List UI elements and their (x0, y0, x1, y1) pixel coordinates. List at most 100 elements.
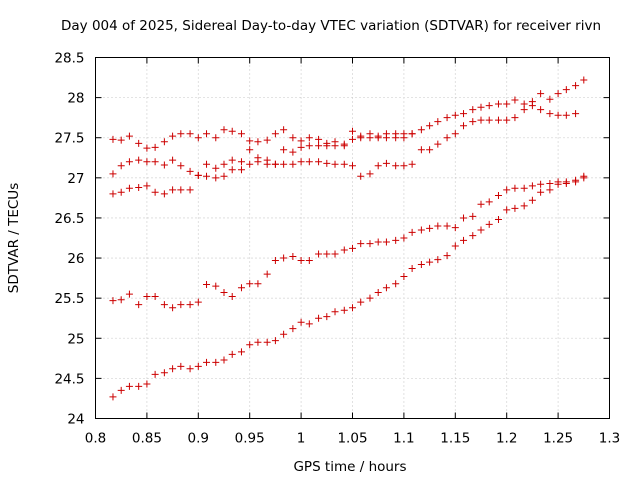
data-point (220, 126, 228, 134)
data-point (460, 236, 468, 244)
data-point (194, 134, 202, 142)
data-point (297, 143, 305, 151)
data-point (160, 190, 168, 198)
x-tick-label: 1.1 (393, 431, 414, 447)
data-point (315, 142, 323, 150)
data-point (212, 174, 220, 182)
data-point (109, 170, 117, 178)
data-point (357, 172, 365, 180)
data-point (349, 162, 356, 170)
data-point (503, 100, 511, 108)
x-tick-label: 1 (297, 431, 306, 447)
data-point (460, 214, 468, 222)
data-point (417, 146, 425, 154)
data-point (408, 160, 416, 168)
data-point (357, 240, 365, 248)
data-points (109, 76, 588, 401)
data-point (177, 186, 185, 194)
data-point (117, 136, 125, 144)
data-point (186, 365, 194, 373)
chart-title: Day 004 of 2025, Sidereal Day-to-day VTE… (61, 18, 601, 34)
y-tick-label: 24 (67, 412, 84, 428)
data-point (485, 102, 493, 110)
data-point (135, 139, 143, 147)
data-point (511, 96, 519, 104)
data-point (246, 280, 254, 288)
data-point (305, 320, 313, 328)
series-upper-band-a (109, 76, 588, 152)
data-point (460, 122, 468, 130)
data-point (177, 301, 185, 309)
data-point (169, 156, 177, 164)
data-point (280, 254, 288, 262)
x-tick-labels: 0.8 0.85 0.9 0.95 1 1.05 1.1 1.15 1.2 1.25 1.3 (85, 431, 620, 447)
data-point (125, 184, 133, 192)
data-point (323, 313, 331, 321)
data-point (237, 130, 245, 138)
data-point (280, 146, 288, 154)
x-tick-label: 0.8 (85, 431, 106, 447)
data-point (177, 130, 185, 138)
data-point (280, 160, 288, 168)
data-point (271, 337, 279, 345)
data-point (392, 280, 400, 288)
data-point (228, 293, 236, 301)
data-point (374, 289, 382, 297)
x-tick-label: 0.9 (188, 431, 209, 447)
data-point (109, 393, 117, 401)
data-point (160, 369, 168, 377)
data-point (485, 220, 493, 228)
data-point (246, 137, 254, 145)
data-point (477, 116, 485, 124)
data-point (562, 111, 570, 119)
data-point (572, 110, 580, 118)
data-point (434, 118, 442, 126)
data-point (228, 166, 236, 174)
y-tick-label: 27 (67, 171, 84, 187)
data-point (382, 134, 390, 142)
data-point (503, 116, 511, 124)
data-point (382, 159, 390, 167)
data-point (546, 95, 554, 103)
data-point (263, 136, 271, 144)
data-point (177, 362, 185, 370)
data-point (305, 134, 313, 142)
data-point (203, 358, 211, 366)
data-point (135, 156, 143, 164)
data-point (392, 162, 400, 170)
data-point (340, 160, 348, 168)
data-point (434, 222, 442, 230)
data-point (237, 166, 245, 174)
data-point (228, 127, 236, 135)
data-point (271, 256, 279, 264)
data-point (297, 137, 305, 145)
data-point (254, 158, 262, 166)
data-point (485, 198, 493, 206)
data-point (520, 106, 528, 114)
data-point (151, 158, 159, 166)
data-point (537, 188, 545, 196)
data-point (160, 301, 168, 309)
data-point (212, 358, 220, 366)
data-point (451, 242, 459, 250)
data-point (349, 135, 356, 143)
data-point (451, 130, 459, 138)
data-point (451, 111, 459, 119)
data-point (169, 304, 177, 312)
data-point (366, 294, 374, 302)
data-point (117, 386, 125, 394)
data-point (520, 202, 528, 210)
data-point (280, 126, 288, 134)
data-point (349, 304, 356, 312)
data-point (237, 284, 245, 292)
plot-frame (95, 57, 610, 419)
data-point (143, 144, 151, 152)
data-point (580, 174, 588, 182)
data-point (220, 289, 228, 297)
data-point (434, 256, 442, 264)
data-point (315, 250, 323, 258)
data-point (408, 228, 416, 236)
data-point (305, 158, 313, 166)
data-point (477, 200, 485, 208)
